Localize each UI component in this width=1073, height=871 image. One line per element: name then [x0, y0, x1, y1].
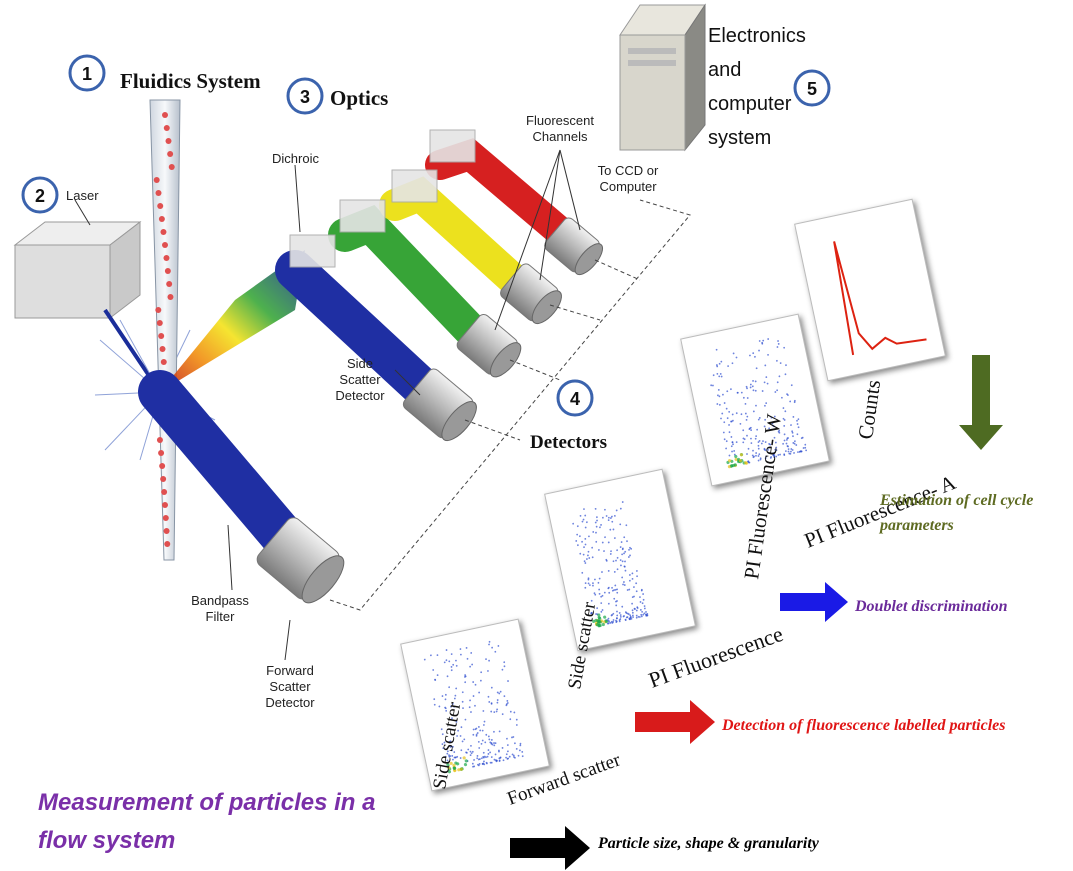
cell	[167, 294, 173, 300]
cell	[167, 151, 173, 157]
callout: Dichroic	[272, 151, 319, 166]
step-number: 5	[807, 79, 817, 99]
callout: FluorescentChannels	[526, 113, 594, 144]
cell	[164, 125, 170, 131]
outcome: Particle size, shape & granularity	[597, 835, 820, 852]
axis-label: Counts	[853, 378, 885, 440]
cell	[159, 216, 165, 222]
cell	[163, 255, 169, 261]
cell	[161, 489, 167, 495]
cell	[154, 177, 160, 183]
cell	[160, 476, 166, 482]
cell	[164, 528, 170, 534]
component-label: Fluidics System	[120, 69, 261, 93]
cell	[158, 450, 164, 456]
cell	[158, 333, 164, 339]
diagram: 1 2 3 4 5 Fluidics System Laser Optics D…	[0, 0, 1073, 871]
computer	[620, 5, 705, 150]
step-number: 3	[300, 87, 310, 107]
callout: To CCD orComputer	[598, 163, 659, 194]
cell	[157, 203, 163, 209]
cell	[159, 463, 165, 469]
cell	[162, 242, 168, 248]
cell	[157, 320, 163, 326]
caption: Measurement of particles in aflow system	[38, 789, 375, 854]
callout: ForwardScatterDetector	[265, 663, 315, 710]
step-number: 1	[82, 64, 92, 84]
laser-box	[15, 222, 140, 318]
cell	[162, 112, 168, 118]
cell	[169, 164, 175, 170]
component-label: Laser	[66, 188, 99, 203]
axis-label: PI Fluorescence- A	[801, 470, 960, 553]
cell	[166, 281, 172, 287]
plots	[401, 199, 946, 791]
cell	[166, 138, 172, 144]
arrow	[635, 700, 715, 744]
cell	[157, 437, 163, 443]
cell	[155, 190, 161, 196]
cell	[163, 515, 169, 521]
cell	[160, 346, 166, 352]
callout: BandpassFilter	[191, 593, 249, 624]
arrow	[510, 826, 590, 870]
cell	[162, 502, 168, 508]
outcome: Detection of fluorescence labelled parti…	[721, 717, 1005, 734]
cell	[155, 307, 161, 313]
cell	[165, 268, 171, 274]
step-number: 2	[35, 186, 45, 206]
outcome: Doublet discrimination	[854, 598, 1008, 615]
cell	[164, 541, 170, 547]
cell	[160, 229, 166, 235]
arrow	[959, 355, 1003, 450]
component-label: Optics	[330, 86, 388, 110]
cell	[161, 359, 167, 365]
step-number: 4	[570, 389, 580, 409]
arrow	[780, 582, 848, 622]
component-label: Detectors	[530, 432, 607, 453]
